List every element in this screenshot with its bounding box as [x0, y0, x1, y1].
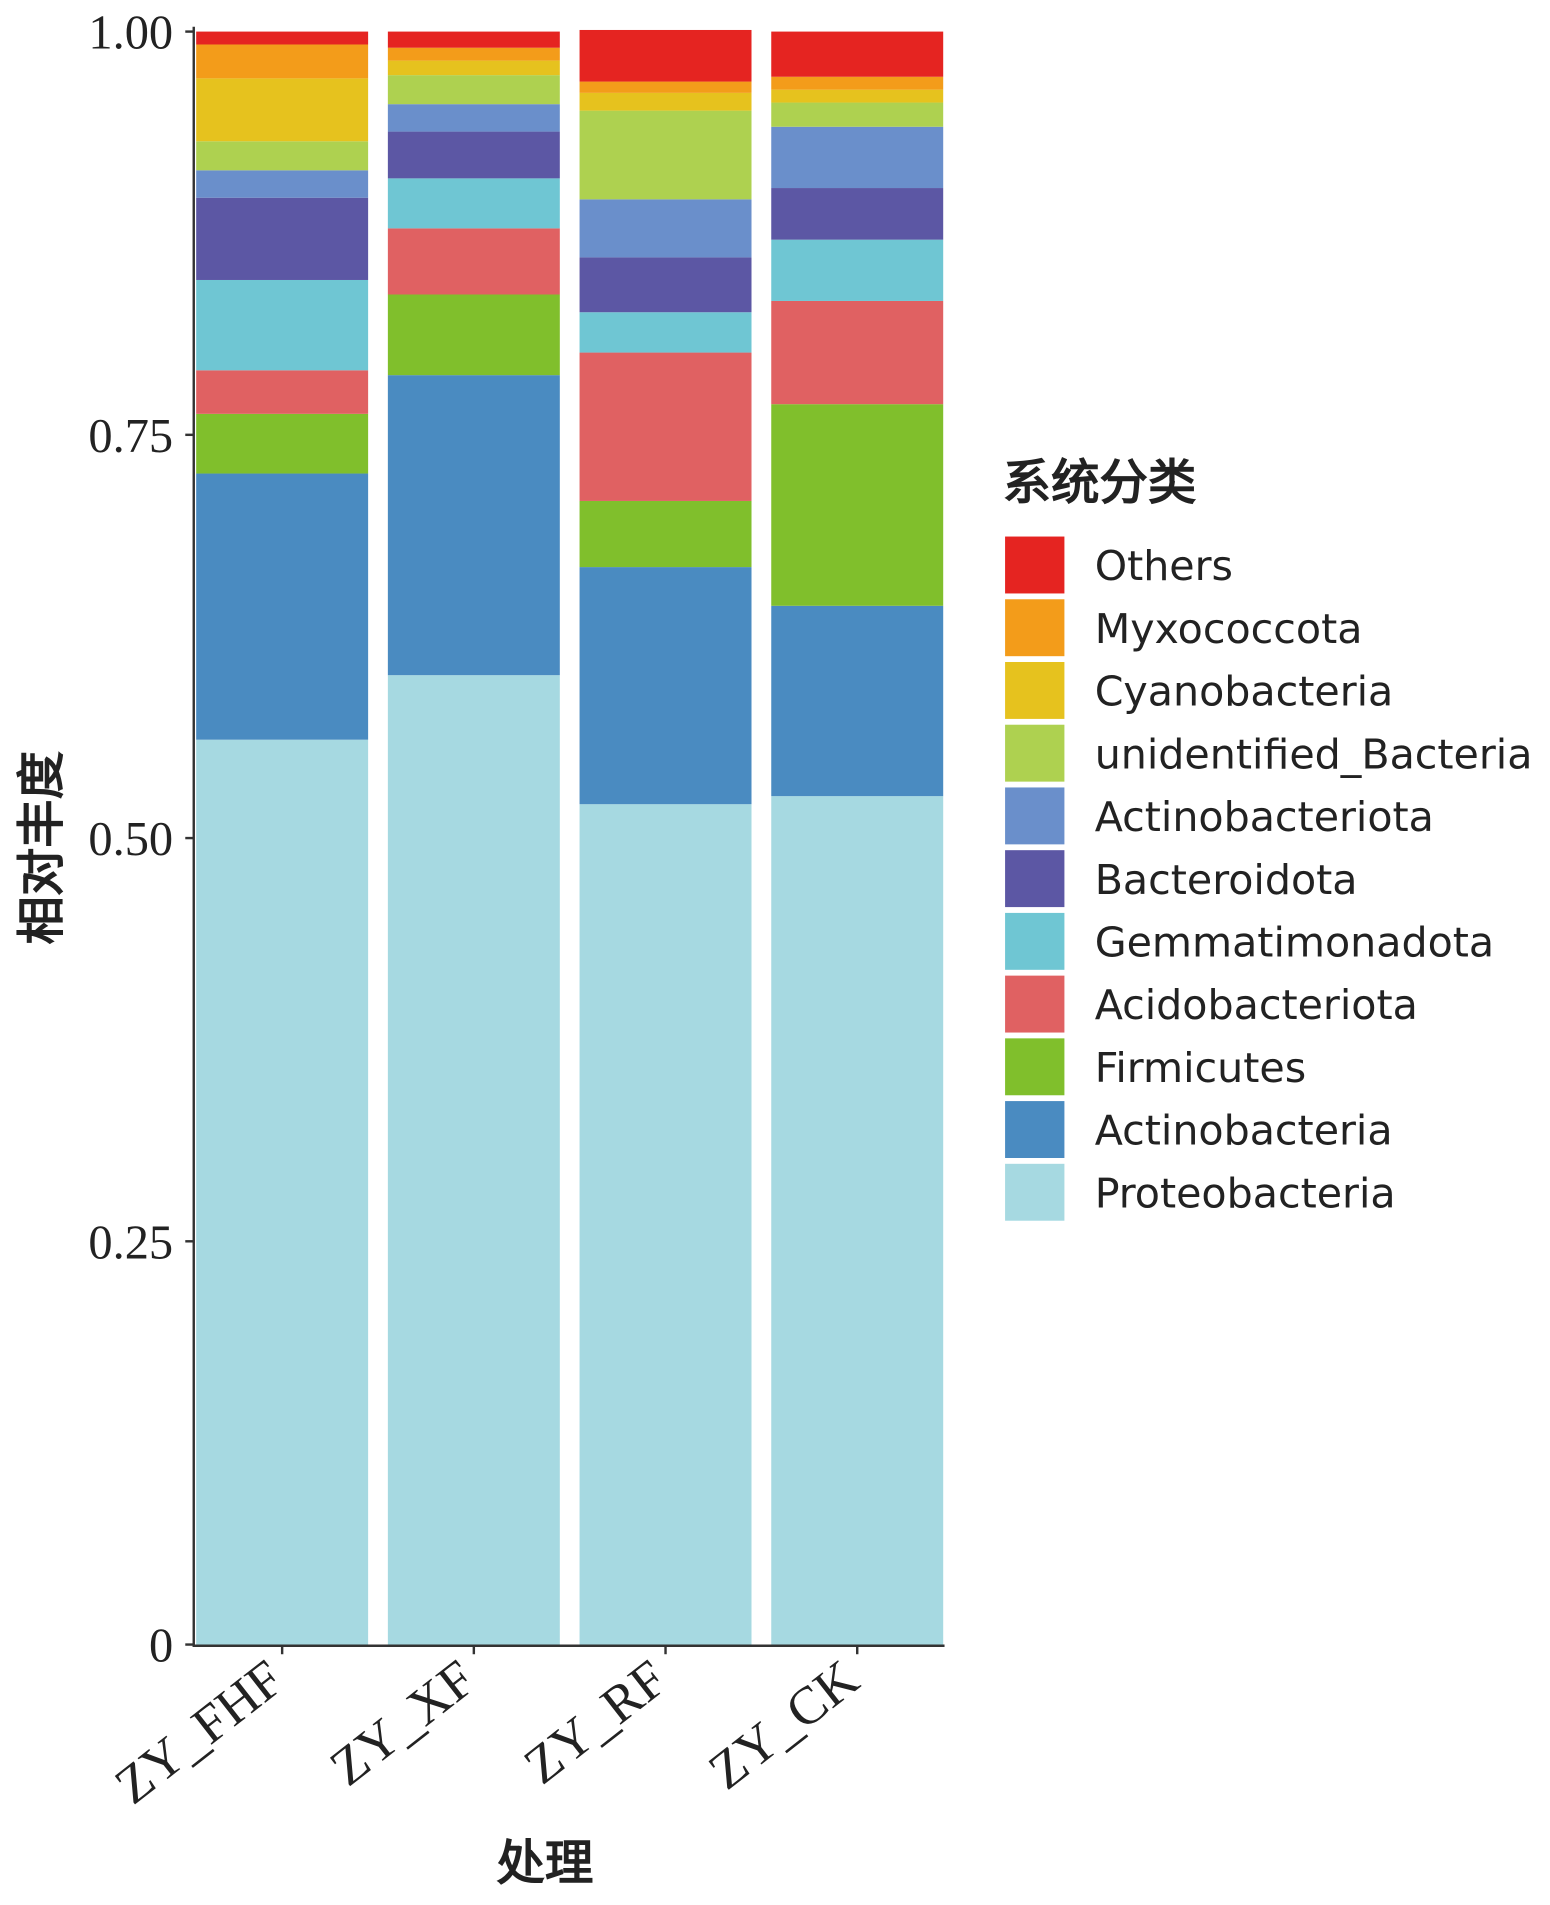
bar-segment-ZY_CK-Gemmatimonadota [771, 239, 944, 301]
legend-label: Acidobacteriota [1095, 981, 1418, 1029]
bar-segment-ZY_FHF-Acidobacteriota [196, 370, 369, 414]
bar-segment-ZY_RF-Others [579, 29, 752, 82]
bar-segment-ZY_CK-Actinobacteriota [771, 126, 944, 189]
bar-segment-ZY_CK-unidentified_Bacteria [771, 102, 944, 127]
y-ticks: 0 0.25 0.50 0.75 1.00 [88, 7, 194, 1673]
x-tick-label: ZY_CK [698, 1649, 870, 1801]
legend-swatch [1005, 787, 1065, 845]
legend-label: Others [1095, 542, 1233, 590]
legend-swatch [1005, 724, 1065, 782]
bar-segment-ZY_RF-Acidobacteriota [579, 352, 752, 501]
legend-label: Proteobacteria [1095, 1169, 1396, 1217]
bar-segment-ZY_FHF-Firmicutes [196, 413, 369, 474]
legend-label: unidentified_Bacteria [1095, 730, 1533, 778]
bar-segment-ZY_FHF-unidentified_Bacteria [196, 141, 369, 171]
bar-segment-ZY_XF-Gemmatimonadota [387, 178, 560, 229]
bars-group [196, 29, 944, 1645]
legend-label: Bacteroidota [1095, 856, 1358, 904]
legend-item: Myxococcota [1005, 599, 1363, 657]
legend-label: Myxococcota [1095, 605, 1363, 653]
y-tick-label: 0.25 [88, 1216, 173, 1269]
legend-item: Proteobacteria [1005, 1163, 1396, 1221]
legend-swatch [1005, 661, 1065, 719]
bar-segment-ZY_CK-Others [771, 31, 944, 77]
bar-segment-ZY_FHF-Bacteroidota [196, 197, 369, 280]
legend: Others Myxococcota Cyanobacteria unidentifi… [1005, 536, 1533, 1221]
bar-segment-ZY_CK-Bacteroidota [771, 188, 944, 240]
bar-segment-ZY_XF-Bacteroidota [387, 131, 560, 179]
legend-label: Actinobacteria [1095, 1107, 1393, 1155]
bar-segment-ZY_RF-Gemmatimonadota [579, 312, 752, 353]
legend-item: Others [1005, 536, 1233, 594]
legend-item: Acidobacteriota [1005, 975, 1418, 1033]
legend-item: Bacteroidota [1005, 850, 1358, 908]
legend-item: Actinobacteria [1005, 1101, 1393, 1158]
bar-segment-ZY_CK-Firmicutes [771, 404, 944, 606]
bar-segment-ZY_FHF-Others [196, 31, 369, 45]
legend-label: Actinobacteriota [1095, 793, 1434, 841]
bar-segment-ZY_XF-unidentified_Bacteria [387, 75, 560, 105]
bar-segment-ZY_FHF-Myxococcota [196, 44, 369, 79]
bar-segment-ZY_CK-Proteobacteria [771, 796, 944, 1645]
bar-segment-ZY_CK-Actinobacteria [771, 605, 944, 797]
bar-segment-ZY_XF-Actinobacteriota [387, 104, 560, 132]
legend-label: Cyanobacteria [1095, 668, 1394, 716]
bar-segment-ZY_RF-Bacteroidota [579, 257, 752, 313]
bar-segment-ZY_RF-Actinobacteria [579, 567, 752, 805]
bar-segment-ZY_XF-Myxococcota [387, 47, 560, 61]
y-tick-label: 0 [149, 1620, 173, 1673]
bar-segment-ZY_FHF-Actinobacteriota [196, 170, 369, 198]
bar-segment-ZY_XF-Actinobacteria [387, 375, 560, 676]
legend-swatch [1005, 850, 1065, 908]
legend-label: Gemmatimonadota [1095, 918, 1494, 966]
legend-item: unidentified_Bacteria [1005, 724, 1533, 782]
bar-segment-ZY_RF-Myxococcota [579, 81, 752, 93]
x-tick-label: ZY_RF [513, 1649, 678, 1796]
legend-swatch [1005, 975, 1065, 1033]
legend-swatch [1005, 1038, 1065, 1096]
bar-segment-ZY_CK-Acidobacteriota [771, 300, 944, 405]
bar-segment-ZY_XF-Others [387, 31, 560, 48]
bar-segment-ZY_RF-Firmicutes [579, 500, 752, 568]
bar-segment-ZY_RF-Proteobacteria [579, 804, 752, 1645]
y-tick-label: 0.50 [88, 813, 173, 866]
bar-segment-ZY_XF-Cyanobacteria [387, 60, 560, 76]
y-tick-label: 0.75 [88, 410, 173, 463]
legend-swatch [1005, 1163, 1065, 1221]
bar-segment-ZY_XF-Firmicutes [387, 294, 560, 376]
bar-segment-ZY_CK-Cyanobacteria [771, 89, 944, 103]
bar-segment-ZY_CK-Myxococcota [771, 76, 944, 90]
legend-item: Actinobacteriota [1005, 787, 1434, 845]
x-tick-label: ZY_XF [319, 1649, 486, 1798]
legend-item: Cyanobacteria [1005, 661, 1394, 719]
y-tick-label: 1.00 [88, 7, 173, 60]
bar-segment-ZY_FHF-Proteobacteria [196, 739, 369, 1645]
legend-swatch [1005, 1101, 1065, 1158]
legend-swatch [1005, 599, 1065, 657]
bar-segment-ZY_XF-Acidobacteriota [387, 228, 560, 295]
legend-item: Gemmatimonadota [1005, 912, 1494, 970]
x-ticks: ZY_FHF ZY_XF ZY_RF ZY_CK [104, 1645, 870, 1816]
bar-segment-ZY_RF-Cyanobacteria [579, 92, 752, 111]
bar-segment-ZY_RF-Actinobacteriota [579, 199, 752, 258]
legend-swatch [1005, 536, 1065, 594]
legend-swatch [1005, 912, 1065, 970]
bar-segment-ZY_FHF-Cyanobacteria [196, 78, 369, 142]
y-axis-title: 相对丰度 [14, 750, 70, 944]
bar-segment-ZY_FHF-Gemmatimonadota [196, 279, 369, 371]
legend-title: 系统分类 [1003, 455, 1197, 511]
x-axis-title: 处理 [497, 1835, 594, 1891]
bar-segment-ZY_XF-Proteobacteria [387, 675, 560, 1645]
legend-label: Firmicutes [1095, 1044, 1306, 1092]
bar-segment-ZY_RF-unidentified_Bacteria [579, 110, 752, 200]
x-tick-label: ZY_FHF [104, 1649, 294, 1816]
bar-segment-ZY_FHF-Actinobacteria [196, 473, 369, 740]
legend-item: Firmicutes [1005, 1038, 1306, 1096]
